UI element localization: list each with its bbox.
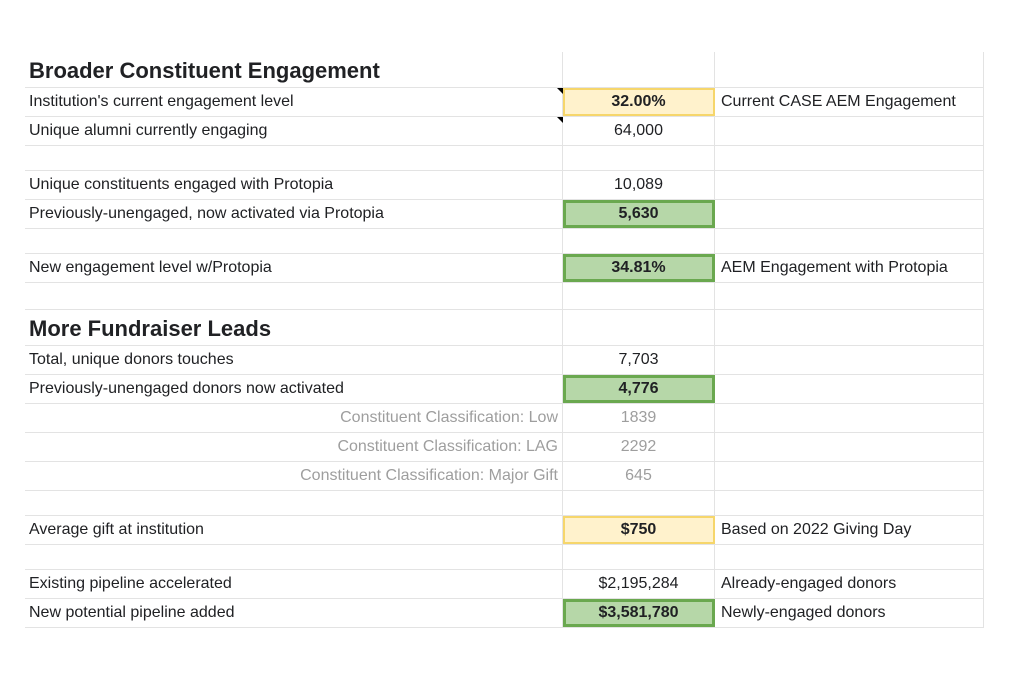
spacer-row bbox=[25, 283, 984, 310]
cell-value: 32.00% bbox=[611, 93, 666, 110]
table-row: Previously-unengaged, now activated via … bbox=[25, 200, 984, 229]
row-label[interactable]: Previously-unengaged, now activated via … bbox=[25, 200, 563, 228]
empty-cell[interactable] bbox=[715, 491, 984, 515]
value-cell[interactable]: 64,000 bbox=[557, 117, 715, 145]
empty-cell[interactable] bbox=[715, 229, 984, 253]
empty-cell[interactable] bbox=[25, 283, 563, 309]
table-row-sub: Constituent Classification: Low 1839 bbox=[25, 404, 984, 433]
comment-marker-icon[interactable] bbox=[557, 117, 563, 123]
row-label[interactable]: New engagement level w/Protopia bbox=[25, 254, 563, 282]
spacer-row bbox=[25, 146, 984, 171]
row-label[interactable]: Existing pipeline accelerated bbox=[25, 570, 563, 598]
table-row: Previously-unengaged donors now activate… bbox=[25, 375, 984, 404]
value-cell-result[interactable]: 4,776 bbox=[563, 375, 715, 403]
empty-cell[interactable] bbox=[25, 229, 563, 253]
empty-cell[interactable] bbox=[715, 52, 984, 87]
section-header-fundraiser: More Fundraiser Leads bbox=[25, 310, 984, 346]
value-cell[interactable]: 1839 bbox=[563, 404, 715, 432]
note-cell[interactable]: Newly-engaged donors bbox=[715, 599, 984, 627]
empty-cell[interactable] bbox=[715, 433, 984, 461]
table-row: Unique constituents engaged with Protopi… bbox=[25, 171, 984, 200]
comment-marker-icon[interactable] bbox=[557, 88, 563, 94]
empty-cell[interactable] bbox=[715, 346, 984, 374]
table-row-sub: Constituent Classification: Major Gift 6… bbox=[25, 462, 984, 491]
empty-cell[interactable] bbox=[563, 283, 715, 309]
value-cell-input[interactable]: $750 bbox=[563, 516, 715, 544]
value-cell-result[interactable]: 5,630 bbox=[563, 200, 715, 228]
note-cell[interactable]: Based on 2022 Giving Day bbox=[715, 516, 984, 544]
note-cell[interactable]: AEM Engagement with Protopia bbox=[715, 254, 984, 282]
empty-cell[interactable] bbox=[715, 146, 984, 170]
empty-cell[interactable] bbox=[715, 171, 984, 199]
empty-cell[interactable] bbox=[563, 310, 715, 345]
table-row: Institution's current engagement level 3… bbox=[25, 88, 984, 117]
empty-cell[interactable] bbox=[715, 462, 984, 490]
section-title[interactable]: Broader Constituent Engagement bbox=[25, 52, 563, 87]
note-cell[interactable]: Current CASE AEM Engagement bbox=[715, 88, 984, 116]
empty-cell[interactable] bbox=[715, 117, 984, 145]
spacer-row bbox=[25, 545, 984, 570]
value-cell[interactable]: 7,703 bbox=[563, 346, 715, 374]
row-label[interactable]: Constituent Classification: Low bbox=[25, 404, 563, 432]
spreadsheet: Broader Constituent Engagement Instituti… bbox=[25, 52, 984, 628]
empty-cell[interactable] bbox=[563, 491, 715, 515]
value-cell[interactable]: 10,089 bbox=[563, 171, 715, 199]
empty-cell[interactable] bbox=[563, 229, 715, 253]
row-label[interactable]: Constituent Classification: LAG bbox=[25, 433, 563, 461]
table-row: Total, unique donors touches 7,703 bbox=[25, 346, 984, 375]
table-row: Existing pipeline accelerated $2,195,284… bbox=[25, 570, 984, 599]
value-cell-input[interactable]: 32.00% bbox=[557, 88, 715, 116]
table-row: New engagement level w/Protopia 34.81% A… bbox=[25, 254, 984, 283]
row-label[interactable]: Previously-unengaged donors now activate… bbox=[25, 375, 563, 403]
cell-value: 64,000 bbox=[614, 122, 663, 139]
value-cell[interactable]: $2,195,284 bbox=[563, 570, 715, 598]
spacer-row bbox=[25, 229, 984, 254]
value-cell[interactable]: 645 bbox=[563, 462, 715, 490]
table-row: Average gift at institution $750 Based o… bbox=[25, 516, 984, 545]
empty-cell[interactable] bbox=[715, 310, 984, 345]
empty-cell[interactable] bbox=[563, 52, 715, 87]
value-cell[interactable]: 2292 bbox=[563, 433, 715, 461]
empty-cell[interactable] bbox=[25, 146, 563, 170]
empty-cell[interactable] bbox=[715, 200, 984, 228]
empty-cell[interactable] bbox=[25, 545, 563, 569]
value-cell-result[interactable]: $3,581,780 bbox=[563, 599, 715, 627]
table-row: Unique alumni currently engaging 64,000 bbox=[25, 117, 984, 146]
row-label[interactable]: Average gift at institution bbox=[25, 516, 563, 544]
value-cell-result[interactable]: 34.81% bbox=[563, 254, 715, 282]
section-header-engagement: Broader Constituent Engagement bbox=[25, 52, 984, 88]
empty-cell[interactable] bbox=[563, 146, 715, 170]
empty-cell[interactable] bbox=[715, 283, 984, 309]
row-label[interactable]: Constituent Classification: Major Gift bbox=[25, 462, 563, 490]
spacer-row bbox=[25, 491, 984, 516]
row-label[interactable]: New potential pipeline added bbox=[25, 599, 563, 627]
row-label[interactable]: Unique alumni currently engaging bbox=[25, 117, 563, 145]
table-row: New potential pipeline added $3,581,780 … bbox=[25, 599, 984, 628]
empty-cell[interactable] bbox=[715, 545, 984, 569]
empty-cell[interactable] bbox=[715, 404, 984, 432]
section-title[interactable]: More Fundraiser Leads bbox=[25, 310, 563, 345]
empty-cell[interactable] bbox=[715, 375, 984, 403]
empty-cell[interactable] bbox=[25, 491, 563, 515]
row-label[interactable]: Institution's current engagement level bbox=[25, 88, 563, 116]
table-row-sub: Constituent Classification: LAG 2292 bbox=[25, 433, 984, 462]
empty-cell[interactable] bbox=[563, 545, 715, 569]
note-cell[interactable]: Already-engaged donors bbox=[715, 570, 984, 598]
row-label[interactable]: Unique constituents engaged with Protopi… bbox=[25, 171, 563, 199]
row-label[interactable]: Total, unique donors touches bbox=[25, 346, 563, 374]
